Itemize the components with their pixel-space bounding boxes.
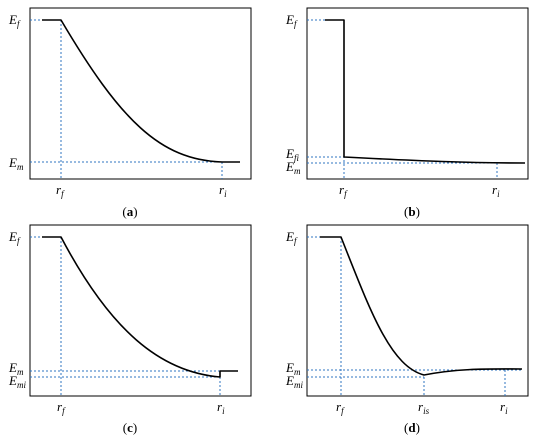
panel-b-label-ef: Ef (285, 12, 298, 29)
panel-c-curve (42, 236, 238, 378)
panel-d: Ef Em Emi rf ris ri (d) (285, 224, 529, 435)
panel-b-label-em: Em (285, 159, 301, 176)
panel-d-label-em: Em (285, 360, 301, 377)
panel-a-frame (29, 7, 252, 180)
panel-d-label-ri: ri (500, 399, 508, 416)
panel-a: Ef Em rf ri (a) (8, 7, 252, 219)
panel-b-guides (307, 19, 498, 179)
panel-b-label-ri: ri (492, 182, 500, 199)
panel-d-frame (306, 224, 529, 397)
panel-b: Ef Efi Em rf ri (b) (285, 7, 529, 219)
panel-c-guides (30, 236, 238, 396)
panel-c-caption: (c) (123, 420, 137, 435)
panel-c-frame (29, 224, 252, 397)
panel-a-curve (42, 19, 240, 163)
panel-b-label-rf: rf (339, 182, 348, 199)
panel-a-label-ef: Ef (8, 12, 21, 29)
panel-c-label-em: Em (8, 360, 24, 377)
panel-a-guides (30, 19, 223, 179)
panel-d-guides (307, 236, 522, 396)
panel-a-caption: (a) (122, 204, 137, 219)
panel-d-label-ef: Ef (285, 229, 298, 246)
panel-b-frame (306, 7, 529, 180)
panel-d-caption: (d) (404, 420, 420, 435)
panel-b-label-efi: Efi (285, 146, 299, 163)
panel-b-caption: (b) (404, 204, 420, 219)
panel-c-label-emi: Emi (8, 373, 26, 390)
panel-c: Ef Em Emi rf ri (c) (8, 224, 252, 435)
panel-d-label-ris: ris (418, 399, 430, 416)
panel-c-label-ri: ri (217, 399, 225, 416)
panel-a-label-em: Em (8, 155, 24, 172)
panel-b-curve (325, 19, 526, 164)
panel-a-label-rf: rf (56, 182, 65, 199)
panel-a-label-ri: ri (219, 182, 227, 199)
panel-d-label-emi: Emi (285, 373, 303, 390)
panel-c-label-rf: rf (57, 399, 66, 416)
panel-d-curve (320, 236, 523, 376)
panel-d-label-rf: rf (336, 399, 345, 416)
panel-c-label-ef: Ef (8, 229, 21, 246)
